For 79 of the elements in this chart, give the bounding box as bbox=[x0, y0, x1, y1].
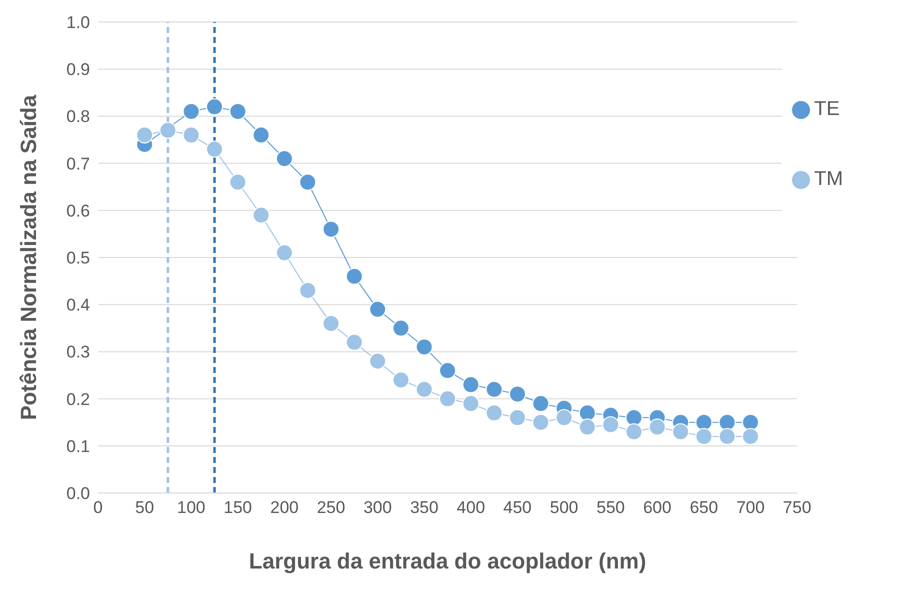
point bbox=[136, 126, 154, 144]
point bbox=[532, 414, 550, 431]
point bbox=[299, 282, 316, 299]
point bbox=[276, 150, 293, 168]
x-tick-label: 600 bbox=[643, 498, 672, 518]
point bbox=[486, 380, 503, 398]
point bbox=[578, 418, 596, 436]
y-axis-title: Potência Normalizada na Saída bbox=[16, 94, 41, 420]
x-tick-label: 200 bbox=[270, 498, 299, 518]
point bbox=[718, 414, 736, 431]
point bbox=[369, 300, 386, 318]
point bbox=[718, 428, 736, 445]
point bbox=[439, 362, 456, 380]
point bbox=[695, 428, 712, 445]
x-tick-label: 50 bbox=[135, 498, 154, 518]
point bbox=[369, 352, 386, 370]
point bbox=[486, 404, 503, 422]
y-tick-label: 1.0 bbox=[66, 13, 90, 32]
point bbox=[508, 409, 526, 426]
x-tick-label: 700 bbox=[736, 498, 765, 518]
point bbox=[346, 334, 363, 351]
y-tick-label: 0.7 bbox=[66, 154, 90, 174]
point bbox=[578, 404, 596, 422]
x-tick-label: 350 bbox=[410, 498, 438, 518]
point bbox=[508, 386, 526, 403]
point bbox=[462, 395, 480, 412]
point bbox=[252, 206, 270, 224]
point bbox=[229, 102, 246, 120]
point bbox=[648, 418, 666, 436]
legend-label: TE bbox=[814, 98, 840, 120]
point bbox=[299, 174, 316, 191]
x-tick-label: 750 bbox=[782, 498, 812, 518]
point bbox=[462, 376, 480, 394]
x-tick-label: 450 bbox=[503, 498, 532, 518]
point bbox=[322, 314, 340, 332]
point bbox=[206, 140, 224, 158]
y-tick-label: 0.4 bbox=[66, 296, 90, 315]
y-tick-label: 0.6 bbox=[66, 201, 90, 220]
legend-label: TM bbox=[814, 168, 843, 190]
x-tick-label: 250 bbox=[316, 498, 346, 518]
point bbox=[182, 102, 200, 120]
x-tick-label: 400 bbox=[456, 498, 486, 518]
point bbox=[556, 409, 573, 426]
point bbox=[742, 414, 759, 431]
y-tick-label: 0.9 bbox=[66, 60, 90, 80]
x-axis-title: Largura da entrada do acoplador (nm) bbox=[248, 548, 646, 574]
y-tick-label: 0.1 bbox=[66, 436, 90, 456]
point bbox=[439, 390, 456, 408]
y-tick-label: 0.0 bbox=[66, 484, 90, 504]
point bbox=[672, 423, 690, 440]
point bbox=[416, 380, 433, 398]
point bbox=[392, 320, 410, 337]
point bbox=[416, 338, 433, 356]
y-tick-label: 0.5 bbox=[66, 248, 90, 268]
point bbox=[602, 416, 620, 434]
point bbox=[742, 428, 759, 445]
point bbox=[532, 395, 550, 412]
x-tick-label: 150 bbox=[224, 498, 252, 518]
point bbox=[392, 371, 410, 388]
point bbox=[206, 98, 224, 116]
x-tick-label: 300 bbox=[363, 498, 392, 518]
x-tick-label: 650 bbox=[690, 498, 718, 518]
x-tick-label: 100 bbox=[177, 498, 206, 518]
point bbox=[182, 126, 200, 144]
point bbox=[159, 122, 176, 139]
point bbox=[625, 409, 642, 426]
point bbox=[322, 220, 340, 238]
point bbox=[625, 423, 642, 440]
x-tick-label: 550 bbox=[596, 498, 625, 518]
point bbox=[695, 414, 712, 431]
point bbox=[229, 174, 246, 191]
y-tick-label: 0.8 bbox=[66, 107, 90, 126]
x-tick-label: 500 bbox=[550, 498, 578, 518]
point bbox=[276, 244, 293, 262]
x-tick-label: 0 bbox=[93, 498, 103, 518]
y-tick-label: 0.3 bbox=[66, 342, 90, 362]
y-tick-label: 0.2 bbox=[66, 390, 90, 409]
point bbox=[346, 268, 363, 285]
point bbox=[252, 126, 270, 144]
